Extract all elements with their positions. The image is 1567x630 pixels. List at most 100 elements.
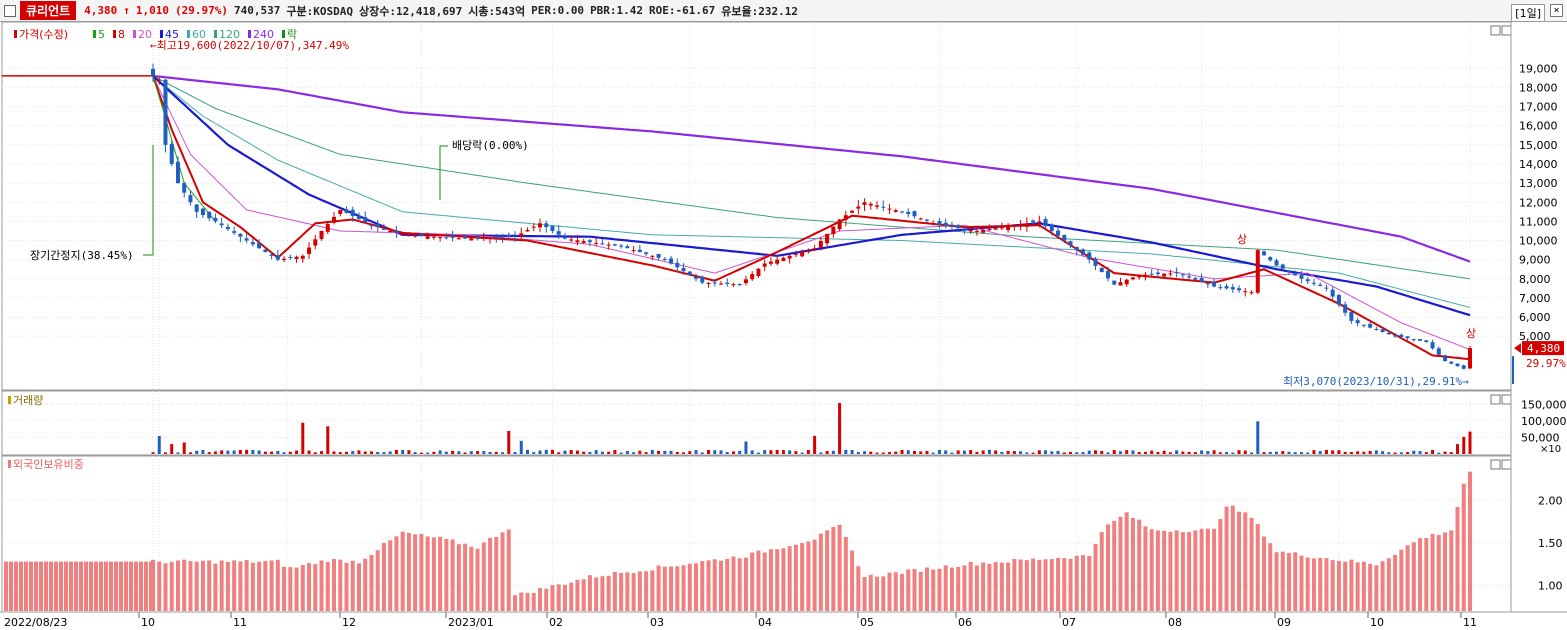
candle-body xyxy=(282,258,287,260)
foreign-bar xyxy=(151,559,155,611)
candle-body xyxy=(413,235,418,237)
volume-bar xyxy=(600,451,604,454)
volume-bar xyxy=(263,451,267,454)
volume-bar xyxy=(744,441,748,454)
foreign-bar xyxy=(943,565,948,611)
candle-body xyxy=(356,215,361,220)
volume-bar xyxy=(1287,451,1291,454)
candle-body xyxy=(1199,277,1204,283)
volume-bar xyxy=(1250,452,1254,454)
candle-body xyxy=(394,230,399,233)
candle-body xyxy=(194,204,199,212)
volume-bar xyxy=(1237,450,1241,454)
candle-body xyxy=(344,209,349,213)
x-tick-label: 2023/01 xyxy=(448,616,494,629)
candle-body xyxy=(1243,291,1248,293)
volume-bar xyxy=(1437,452,1441,454)
candle-body xyxy=(1049,224,1054,231)
candle-body xyxy=(893,210,898,212)
volume-bar xyxy=(1343,451,1347,454)
stock-name-badge[interactable]: 큐리언트 xyxy=(20,1,77,20)
foreign-bar xyxy=(134,561,138,611)
pane-maximize-icon[interactable] xyxy=(1501,459,1512,470)
volume-bar xyxy=(1225,451,1229,454)
ma-line-120 xyxy=(152,75,1471,280)
candle-body xyxy=(825,233,830,244)
y-tick-label: 100,000 xyxy=(1521,415,1567,428)
volume-bar xyxy=(313,452,317,454)
volume-bar xyxy=(270,451,274,454)
x-tick-label: 07 xyxy=(1062,616,1076,629)
foreign-bar xyxy=(669,566,674,611)
volume-bar xyxy=(838,402,842,454)
select-checkbox[interactable] xyxy=(4,4,16,17)
foreign-bar xyxy=(918,571,923,611)
foreign-bar xyxy=(1324,558,1329,611)
volume-bar xyxy=(1012,451,1016,454)
candle-body xyxy=(288,256,293,258)
foreign-bar xyxy=(681,565,686,611)
x-tick-label: 10 xyxy=(1370,616,1384,629)
foreign-bar xyxy=(1436,535,1441,611)
y-tick-label: 6,000 xyxy=(1519,311,1551,324)
period-selector[interactable]: [1일] xyxy=(1511,4,1545,22)
foreign-bar xyxy=(1187,532,1192,611)
volume-bar xyxy=(1156,451,1160,454)
y-tick-label: 50,000 xyxy=(1521,432,1560,445)
volume-bar xyxy=(220,450,224,454)
volume-bar xyxy=(625,451,629,454)
foreign-bar xyxy=(244,559,249,611)
volume-bar xyxy=(981,450,985,454)
close-icon[interactable]: × xyxy=(1550,4,1563,17)
x-tick-label: 03 xyxy=(650,616,664,629)
volume-bar xyxy=(507,430,511,454)
candle-body xyxy=(269,254,274,256)
pane-maximize-icon[interactable] xyxy=(1501,394,1512,405)
pane-minimize-icon[interactable] xyxy=(1490,25,1501,36)
volume-bar xyxy=(1143,451,1147,454)
candle-body xyxy=(182,183,187,193)
foreign-bar xyxy=(1286,553,1291,611)
candle-body xyxy=(943,222,948,227)
volume-bar xyxy=(781,450,785,454)
foreign-bar xyxy=(400,531,405,611)
volume-bar xyxy=(1462,436,1466,454)
candle-body xyxy=(1081,249,1086,255)
pane-minimize-icon[interactable] xyxy=(1490,459,1501,470)
legend-item-5: 60 xyxy=(192,28,206,41)
foreign-bar xyxy=(1449,530,1454,611)
foreign-bar xyxy=(806,541,811,611)
volume-bar xyxy=(1324,449,1328,454)
volume-bar xyxy=(1187,451,1191,454)
foreign-bar xyxy=(59,561,63,611)
foreign-bar xyxy=(837,524,842,611)
volume-bar xyxy=(844,449,848,454)
candle-body xyxy=(1368,323,1373,328)
volume-bar xyxy=(369,451,373,454)
volume-bar xyxy=(332,451,336,454)
x-tick-label: 10 xyxy=(141,616,155,629)
foreign-bar xyxy=(157,561,162,611)
candle-body xyxy=(806,250,811,253)
volume-bar xyxy=(1062,452,1066,454)
foreign-bar xyxy=(54,561,58,611)
volume-bar xyxy=(1162,450,1166,454)
candle-body xyxy=(1324,287,1329,289)
candle-body xyxy=(1212,282,1217,287)
candle-body xyxy=(1449,361,1454,364)
pane-maximize-icon[interactable] xyxy=(1501,25,1512,36)
pane-minimize-icon[interactable] xyxy=(1490,394,1501,405)
candle-body xyxy=(1124,279,1129,285)
volume-bar xyxy=(363,451,367,454)
candle-body xyxy=(587,240,592,243)
candle-body xyxy=(656,253,661,258)
volume-bar xyxy=(1037,450,1041,454)
volume-bar xyxy=(538,450,542,454)
volume-bar xyxy=(226,450,230,454)
current-price: 4,380 xyxy=(84,4,118,17)
x-tick-label: 02 xyxy=(549,616,563,629)
volume-bar xyxy=(1381,451,1385,454)
candle-body xyxy=(931,222,936,224)
foreign-bar xyxy=(381,543,386,611)
